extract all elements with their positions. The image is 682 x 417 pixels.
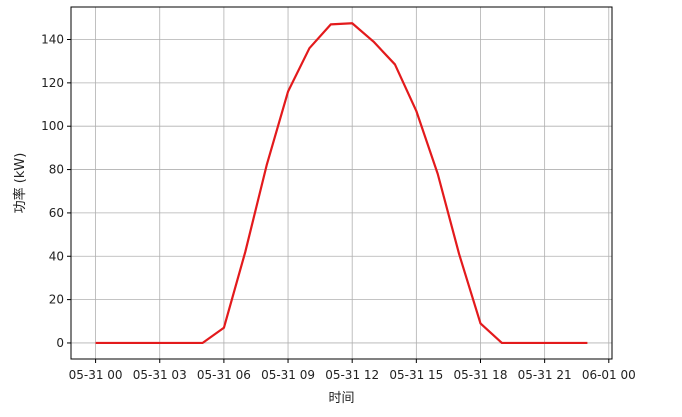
- y-tick-label: 80: [49, 163, 64, 177]
- x-axis-label: 时间: [328, 391, 354, 406]
- x-tick-label: 05-31 09: [261, 368, 315, 382]
- series-group: [95, 22, 588, 345]
- y-tick-label: 60: [49, 206, 64, 220]
- x-tick-label: 06-01 00: [582, 368, 636, 382]
- x-tick-label: 05-31 18: [454, 368, 508, 382]
- grid: [71, 7, 612, 359]
- plot-frame: [70, 6, 613, 360]
- y-tick-label: 40: [49, 249, 64, 263]
- y-axis-label: 功率 (kW): [12, 153, 28, 214]
- x-tick-label: 05-31 21: [518, 368, 572, 382]
- power-line: [95, 22, 588, 345]
- y-tick-label: 100: [41, 119, 64, 133]
- y-axis-ticks: 0 20 40 60 80 100 120 140: [41, 33, 71, 350]
- x-tick-label: 05-31 15: [389, 368, 443, 382]
- x-tick-label: 05-31 12: [325, 368, 379, 382]
- y-tick-label: 0: [56, 336, 64, 350]
- x-axis-ticks: 05-31 00 05-31 03 05-31 06 05-31 09 05-31 12…: [69, 359, 636, 382]
- x-tick-label: 05-31 03: [133, 368, 187, 382]
- x-tick-label: 05-31 00: [69, 368, 123, 382]
- y-tick-label: 140: [41, 33, 64, 47]
- y-tick-label: 20: [49, 293, 64, 307]
- x-tick-label: 05-31 06: [197, 368, 251, 382]
- y-tick-label: 120: [41, 76, 64, 90]
